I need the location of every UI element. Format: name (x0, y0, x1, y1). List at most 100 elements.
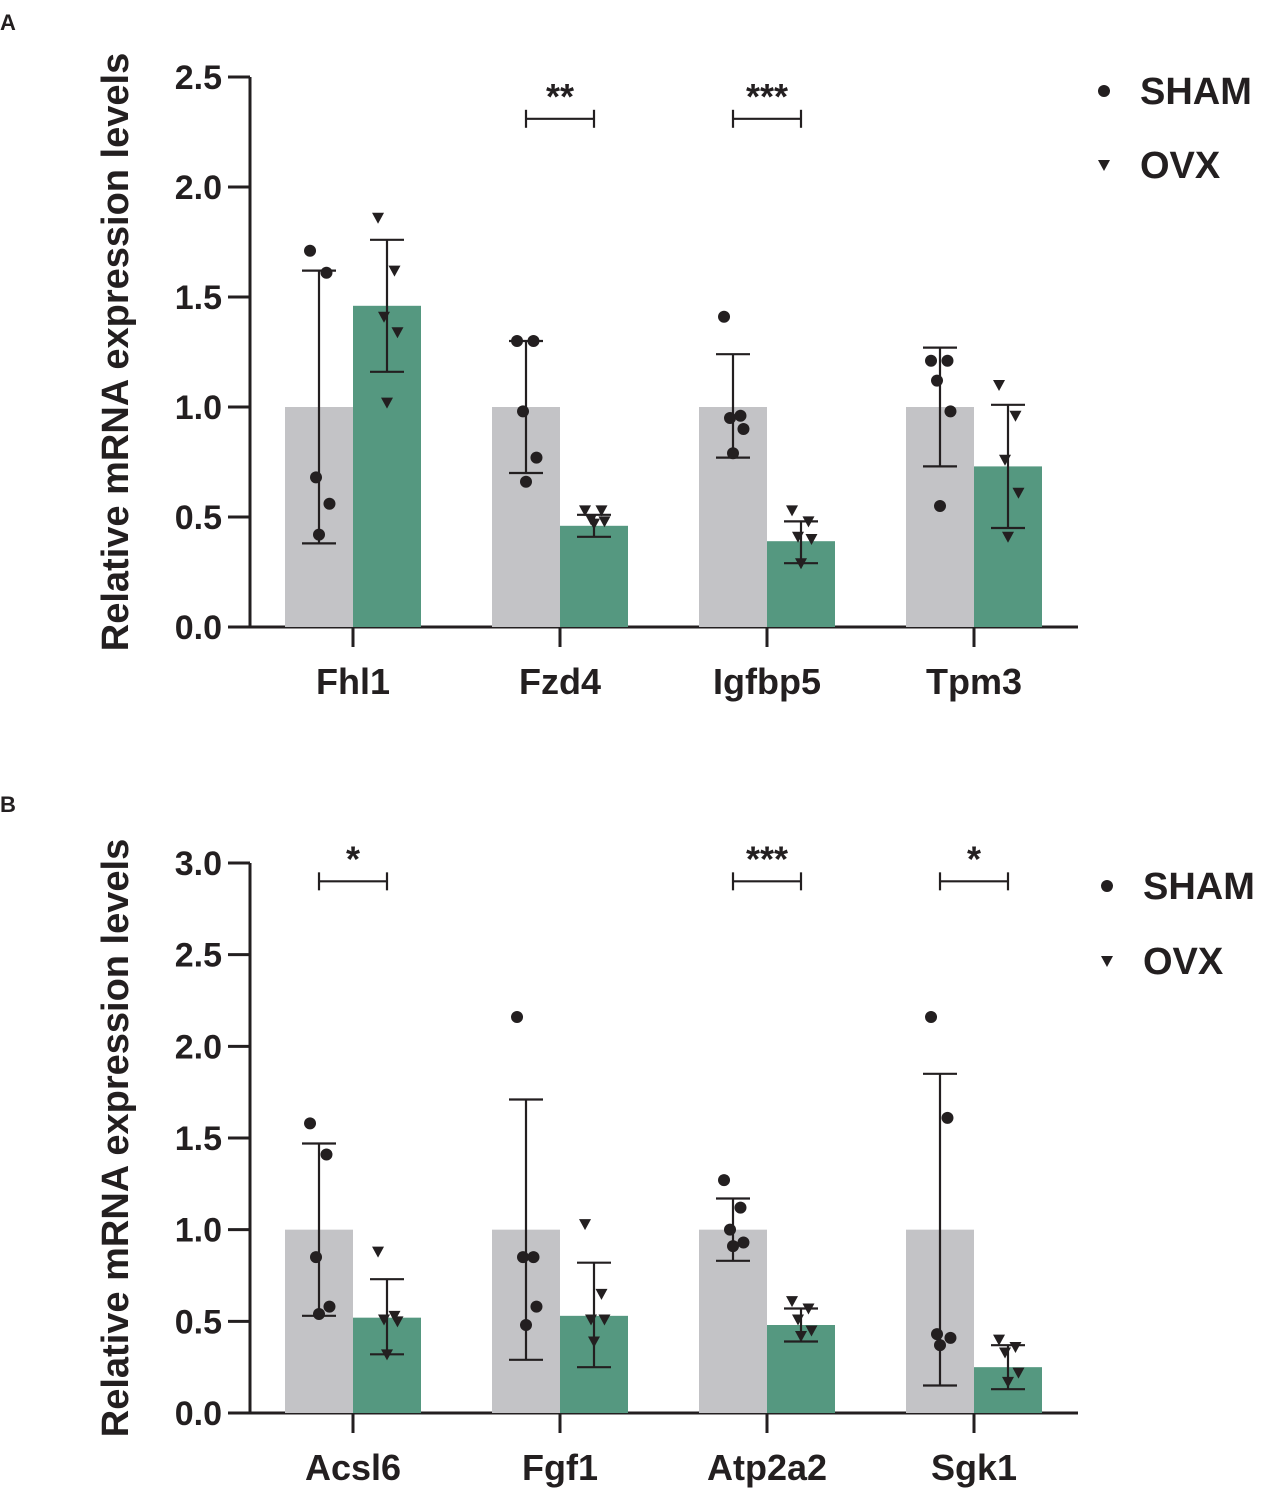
legend-label: SHAM (1143, 866, 1255, 908)
sham-data-point (737, 1236, 750, 1249)
y-axis-label: Relative mRNA expression levels (95, 53, 137, 651)
y-tick-label: 2.5 (175, 937, 222, 975)
sham-data-point (527, 335, 540, 347)
ovx-data-point (372, 1246, 385, 1258)
y-tick-label: 2.0 (175, 1028, 222, 1066)
sham-data-point (727, 447, 739, 460)
y-tick-label: 1.0 (175, 389, 222, 427)
ovx-data-point (1009, 1342, 1022, 1353)
ovx-data-point (585, 1314, 598, 1326)
ovx-data-point (1012, 487, 1025, 499)
ovx-data-point (805, 534, 818, 545)
y-tick-label: 0.0 (175, 1395, 222, 1433)
sham-data-point (934, 1339, 946, 1352)
sham-data-point (517, 1251, 530, 1264)
ovx-data-point (381, 1349, 393, 1361)
legend-ovx-marker (1101, 956, 1113, 967)
ovx-data-point (786, 1296, 799, 1308)
significance-label: * (967, 838, 981, 879)
y-tick-label: 1.0 (175, 1212, 222, 1250)
x-tick-label: Fgf1 (522, 1447, 598, 1488)
ovx-data-point (378, 311, 391, 323)
panel-b-letter: B (0, 792, 16, 817)
sham-data-point (941, 354, 954, 367)
sham-data-point (511, 335, 524, 347)
x-tick-label: Igfbp5 (713, 661, 821, 702)
x-tick-label: Tpm3 (926, 661, 1022, 702)
sham-data-point (520, 1319, 532, 1331)
ovx-data-point (802, 1303, 815, 1315)
y-tick-label: 2.0 (175, 169, 222, 207)
sham-data-point (304, 1117, 317, 1130)
sham-data-point (931, 374, 944, 387)
sham-data-point (530, 1300, 543, 1313)
y-axis-label: Relative mRNA expression levels (95, 839, 137, 1437)
sham-data-point (724, 1223, 737, 1236)
ovx-data-point (378, 1314, 391, 1326)
sham-data-point (724, 412, 737, 424)
ovx-bar (560, 525, 628, 627)
x-tick-label: Acsl6 (305, 1447, 401, 1488)
sham-data-point (718, 310, 731, 323)
sham-data-point (310, 471, 323, 484)
sham-data-point (511, 1011, 524, 1023)
x-tick-label: Fzd4 (519, 661, 601, 702)
sham-data-point (520, 475, 532, 488)
significance-label: *** (746, 838, 788, 879)
y-tick-label: 0.5 (175, 1303, 222, 1341)
legend-sham-marker (1101, 880, 1113, 892)
ovx-data-point (372, 212, 385, 224)
ovx-data-point (595, 1288, 608, 1300)
ovx-data-point (391, 1316, 404, 1328)
x-tick-label: Fhl1 (316, 661, 390, 702)
sham-data-point (944, 405, 957, 418)
ovx-data-point (388, 265, 401, 277)
legend-ovx-marker (1098, 160, 1110, 171)
ovx-data-point (1002, 531, 1014, 543)
sham-data-point (734, 409, 747, 422)
y-tick-label: 2.5 (175, 59, 222, 97)
panel-a-letter: A (0, 10, 16, 35)
legend-sham-marker (1098, 85, 1110, 97)
sham-data-point (530, 451, 543, 464)
sham-data-point (304, 244, 317, 257)
ovx-data-point (802, 516, 815, 528)
y-tick-label: 1.5 (175, 1120, 222, 1158)
panel-b-chart: 0.0 0.5 1.0 1.5 2.0 2.5 3.0 Relative mRNA expre… (95, 838, 1255, 1488)
sham-data-point (517, 405, 530, 418)
significance-label: * (346, 838, 360, 879)
legend-label: OVX (1140, 145, 1221, 187)
sham-data-point (925, 354, 938, 367)
sham-data-point (320, 1148, 333, 1161)
sham-data-point (313, 1308, 325, 1320)
sham-data-point (925, 1011, 938, 1023)
ovx-data-point (993, 380, 1006, 391)
sham-data-point (323, 1300, 336, 1313)
ovx-data-point (786, 505, 799, 517)
sham-data-point (737, 423, 750, 435)
ovx-data-point (805, 1325, 818, 1337)
ovx-data-point (795, 1331, 807, 1342)
ovx-data-point (598, 516, 611, 528)
y-tick-label: 0.5 (175, 499, 222, 537)
ovx-data-point (1009, 410, 1022, 422)
panel-a-chart: 0.0 0.5 1.0 1.5 2.0 2.5 Relative mRNA expressi… (95, 53, 1252, 702)
ovx-data-point (391, 327, 404, 339)
sham-data-point (727, 1240, 739, 1253)
ovx-data-point (999, 1347, 1012, 1359)
significance-label: *** (746, 76, 788, 117)
ovx-data-point (1012, 1367, 1025, 1379)
sham-data-point (944, 1331, 957, 1344)
sham-data-point (718, 1174, 731, 1187)
sham-data-point (527, 1251, 540, 1264)
ovx-data-point (792, 1314, 805, 1326)
ovx-data-point (579, 505, 592, 517)
sham-data-point (934, 500, 946, 512)
sham-data-point (313, 528, 325, 541)
legend-label: SHAM (1140, 71, 1252, 113)
ovx-data-point (579, 1219, 592, 1231)
sham-data-point (931, 1328, 944, 1341)
y-tick-label: 3.0 (175, 845, 222, 883)
ovx-data-point (598, 1314, 611, 1326)
